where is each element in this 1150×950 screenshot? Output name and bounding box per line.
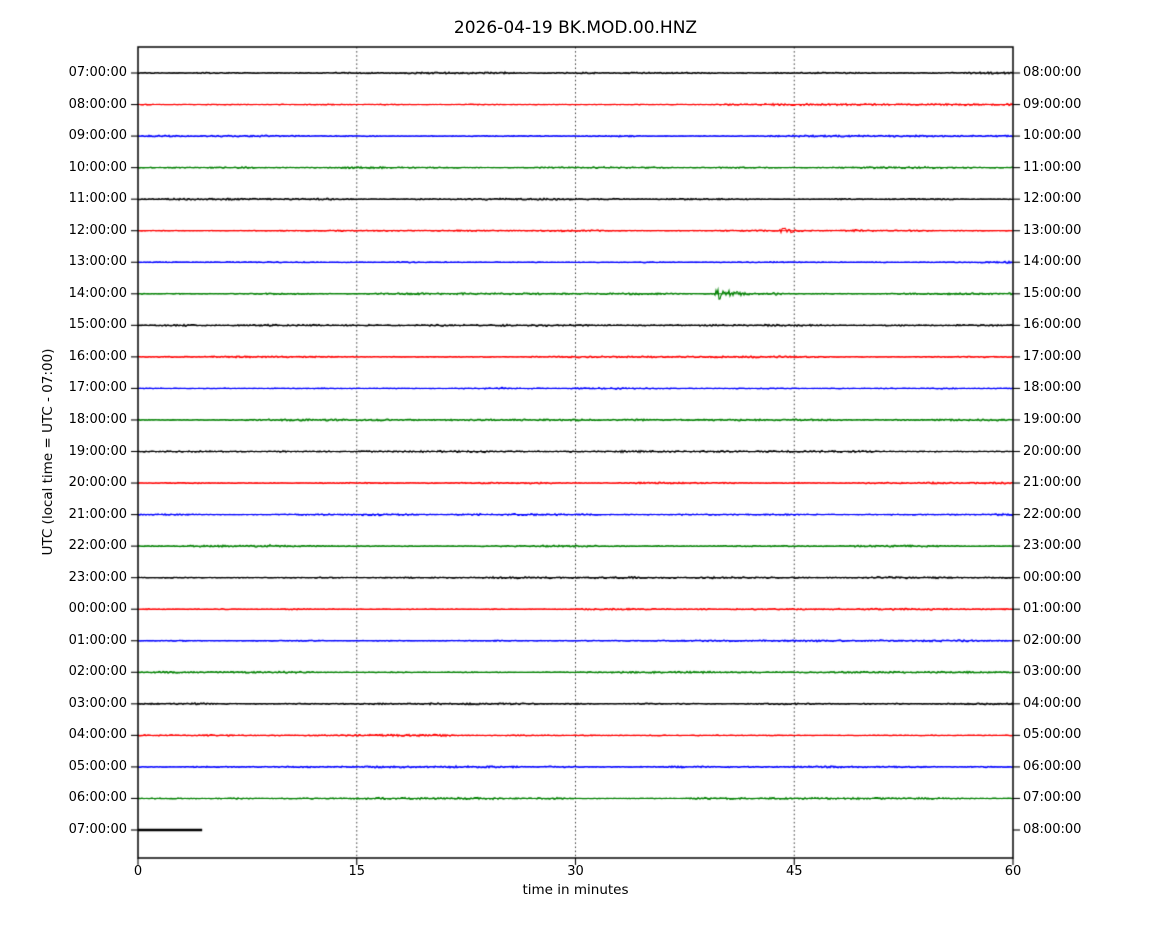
row-time-label-left: 12:00:00	[68, 222, 127, 238]
row-time-label-right: 08:00:00	[1023, 65, 1082, 80]
row-time-label-left: 05:00:00	[68, 758, 127, 774]
row-time-label-left: 01:00:00	[68, 632, 127, 648]
row-time-label-left: 03:00:00	[68, 695, 127, 711]
row-time-label-right: 09:00:00	[1023, 96, 1082, 112]
row-time-label-right: 10:00:00	[1023, 128, 1082, 144]
row-time-label-right: 07:00:00	[1023, 790, 1082, 806]
row-time-label-right: 08:00:00	[1023, 822, 1082, 837]
x-tick-label: 15	[348, 864, 366, 879]
row-time-label-left: 07:00:00	[68, 65, 127, 80]
row-time-label-right: 18:00:00	[1023, 380, 1082, 396]
row-time-label-right: 14:00:00	[1023, 254, 1082, 270]
row-time-label-left: 11:00:00	[68, 191, 127, 207]
page-title: 2026-04-19 BK.MOD.00.HNZ	[453, 18, 698, 38]
row-time-label-right: 15:00:00	[1023, 285, 1082, 301]
row-time-label-right: 19:00:00	[1023, 411, 1082, 427]
x-tick-label: 0	[133, 864, 143, 879]
row-time-label-right: 04:00:00	[1023, 695, 1082, 711]
row-time-label-left: 08:00:00	[68, 96, 127, 112]
row-time-label-left: 02:00:00	[68, 664, 127, 680]
row-time-label-right: 11:00:00	[1023, 159, 1082, 175]
row-time-label-left: 15:00:00	[68, 317, 127, 333]
row-time-label-left: 09:00:00	[68, 128, 127, 144]
row-time-label-left: 07:00:00	[68, 822, 127, 837]
row-time-label-right: 06:00:00	[1023, 758, 1082, 774]
x-tick-label: 30	[567, 864, 584, 879]
row-time-label-left: 23:00:00	[68, 569, 127, 585]
row-time-label-left: 10:00:00	[68, 159, 127, 175]
row-time-label-right: 02:00:00	[1023, 632, 1082, 648]
row-time-label-right: 13:00:00	[1023, 222, 1082, 238]
row-time-label-right: 00:00:00	[1023, 569, 1082, 585]
row-time-label-right: 12:00:00	[1023, 191, 1082, 207]
row-time-label-right: 17:00:00	[1023, 348, 1082, 364]
row-time-label-left: 04:00:00	[68, 727, 127, 743]
x-axis-label: time in minutes	[522, 882, 629, 898]
row-time-label-left: 06:00:00	[68, 790, 127, 806]
row-time-label-right: 01:00:00	[1023, 601, 1082, 617]
row-time-label-left: 18:00:00	[68, 411, 127, 427]
row-time-label-left: 00:00:00	[68, 601, 127, 617]
row-time-label-left: 17:00:00	[68, 380, 127, 396]
row-time-label-left: 14:00:00	[68, 285, 127, 301]
row-time-label-right: 03:00:00	[1023, 664, 1082, 680]
row-time-label-left: 22:00:00	[68, 538, 127, 554]
row-time-label-left: 16:00:00	[68, 348, 127, 364]
row-time-label-left: 21:00:00	[68, 506, 127, 522]
row-time-label-right: 21:00:00	[1023, 475, 1082, 491]
x-tick-label: 60	[1004, 864, 1022, 879]
row-time-label-right: 05:00:00	[1023, 727, 1082, 743]
x-tick-label: 45	[785, 864, 803, 879]
row-time-label-right: 23:00:00	[1023, 538, 1082, 554]
row-time-label-left: 13:00:00	[68, 254, 127, 270]
row-time-label-right: 22:00:00	[1023, 506, 1082, 522]
row-time-label-right: 16:00:00	[1023, 317, 1082, 333]
row-time-label-right: 20:00:00	[1023, 443, 1082, 459]
row-time-label-left: 19:00:00	[68, 443, 127, 459]
row-time-label-left: 20:00:00	[68, 475, 127, 491]
